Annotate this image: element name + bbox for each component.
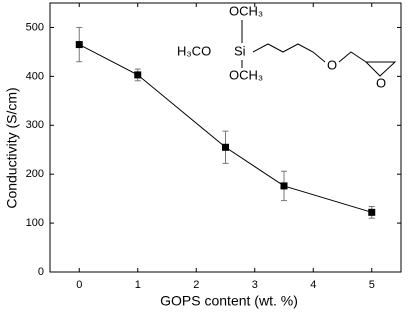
chem-label: O xyxy=(327,57,337,72)
bond xyxy=(252,43,326,63)
plot-frame xyxy=(49,2,402,273)
chem-label: OCH₃ xyxy=(229,3,263,18)
x-tick-label: 4 xyxy=(310,279,316,291)
data-point xyxy=(222,143,229,151)
x-axis-label: GOPS content (wt. %) xyxy=(160,293,298,309)
x-tick-label: 3 xyxy=(252,279,258,291)
bond xyxy=(338,51,367,63)
x-tick-label: 1 xyxy=(135,279,141,291)
y-tick-label: 300 xyxy=(26,119,44,131)
data-point xyxy=(280,182,288,190)
chem-label: O xyxy=(376,75,386,90)
x-tick-label: 2 xyxy=(193,279,199,291)
gops-structure xyxy=(241,20,397,77)
data-point xyxy=(134,71,142,79)
epoxide-ring xyxy=(364,61,397,77)
chem-label: H₃CO xyxy=(177,43,211,58)
x-tick-label: 0 xyxy=(76,279,82,291)
y-tick-label: 200 xyxy=(26,168,44,180)
x-tick-label: 5 xyxy=(369,279,375,291)
y-tick-label: 100 xyxy=(26,217,44,229)
data-point xyxy=(75,41,83,49)
y-tick-label: 0 xyxy=(38,266,44,278)
y-axis-label: Conductivity (S/cm) xyxy=(4,87,20,208)
y-tick-label: 400 xyxy=(26,70,44,82)
chem-label: OCH₃ xyxy=(229,67,263,82)
chem-label: Si xyxy=(234,43,246,58)
data-point xyxy=(368,208,376,216)
y-tick-label: 500 xyxy=(26,21,44,33)
